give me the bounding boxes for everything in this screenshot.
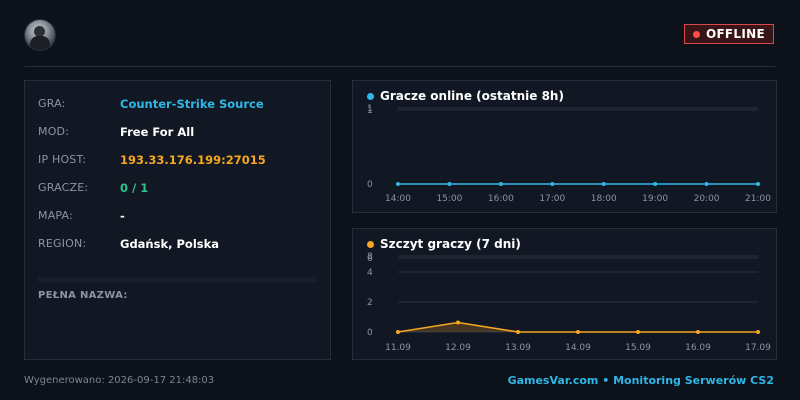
data-point: [516, 330, 520, 334]
avatar-head: [34, 26, 45, 37]
x-tick-label: 13.09: [505, 343, 531, 353]
players-online-chart-title-row: Gracze online (ostatnie 8h): [367, 89, 564, 103]
data-point: [636, 330, 640, 334]
info-row-players: GRACZE: 0 / 1: [38, 181, 320, 197]
status-dot-icon: [692, 30, 700, 38]
data-point: [396, 330, 400, 334]
data-point: [498, 182, 503, 186]
y-tick-label: 6: [367, 254, 373, 264]
full-name-label: PEŁNA NAZWA:: [38, 290, 128, 301]
status-badge: OFFLINE: [683, 24, 774, 44]
players-value: 0 / 1: [120, 181, 149, 195]
x-tick-label: 18:00: [591, 194, 617, 204]
mod-value: Free For All: [120, 125, 195, 139]
series-dot-icon: [367, 92, 374, 100]
x-tick-label: 16.09: [685, 343, 711, 353]
x-tick-label: 15:00: [436, 194, 462, 204]
series-dot-icon: [367, 240, 374, 248]
mod-label: MOD:: [38, 125, 70, 138]
x-tick-label: 14:00: [385, 194, 411, 204]
players-label: GRACZE:: [38, 181, 89, 194]
peak-players-chart-title-row: Szczyt graczy (7 dni): [367, 237, 521, 251]
data-point: [456, 320, 460, 325]
peak-players-chart-title: Szczyt graczy (7 dni): [380, 237, 521, 251]
data-point: [550, 182, 555, 186]
data-point: [756, 182, 760, 186]
x-tick-label: 19:00: [642, 194, 668, 204]
data-point: [601, 182, 606, 186]
y-tick-label: 1: [367, 104, 373, 114]
data-point: [447, 182, 452, 186]
status-label: OFFLINE: [705, 27, 765, 41]
data-point: [576, 330, 580, 334]
data-point: [704, 182, 709, 186]
x-tick-label: 21:00: [745, 194, 771, 204]
peak-players-chart-panel: 8 6 4 2 0 11.09 12.09 13.09 14.09 15.09 16.09 17.09…: [352, 228, 777, 360]
ip-label: IP HOST:: [38, 153, 87, 166]
generated-timestamp: Wygenerowano: 2026-09-17 21:48:03: [24, 375, 215, 386]
brand-link[interactable]: GamesVar.com • Monitoring Serwerów CS2: [507, 374, 774, 387]
info-row-region: REGION: Gdańsk, Polska: [38, 237, 320, 253]
info-row-mod: MOD: Free For All: [38, 125, 320, 141]
data-point: [756, 330, 760, 334]
y-tick-label: 8: [367, 252, 373, 262]
y-tick-label: 4: [367, 268, 373, 278]
x-tick-label: 17.09: [745, 343, 771, 353]
header-divider: [25, 66, 775, 67]
ip-value[interactable]: 193.33.176.199:27015: [120, 153, 266, 167]
series-area: [398, 322, 758, 332]
region-value: Gdańsk, Polska: [120, 237, 220, 251]
game-value: Counter-Strike Source: [120, 97, 264, 111]
players-online-chart-title: Gracze online (ostatnie 8h): [380, 89, 564, 103]
info-row-ip: IP HOST: 193.33.176.199:27015: [38, 153, 320, 169]
map-label: MAPA:: [38, 209, 73, 222]
x-tick-label: 20:00: [694, 194, 720, 204]
y-tick-label: 0: [367, 180, 373, 190]
y-tick-label: 2: [367, 298, 373, 308]
x-tick-label: 14.09: [565, 343, 591, 353]
x-tick-label: 17:00: [539, 194, 565, 204]
x-tick-label: 12.09: [445, 343, 471, 353]
player-avatar: [25, 20, 55, 50]
region-label: REGION:: [38, 237, 87, 250]
y-tick-label: 1: [367, 106, 373, 116]
info-row-map: MAPA: -: [38, 209, 320, 225]
data-point: [653, 182, 658, 186]
peak-players-chart: 86 4 2 0 11.09 12.09 13.09 14.09 15.09 16.09 17.09: [367, 252, 771, 353]
game-label: GRA:: [38, 97, 66, 110]
x-tick-label: 11.09: [385, 343, 411, 353]
x-tick-label: 15.09: [625, 343, 651, 353]
x-tick-label: 16:00: [488, 194, 514, 204]
data-point: [696, 330, 700, 334]
avatar-body: [30, 36, 50, 50]
data-point: [396, 182, 400, 186]
players-online-chart-panel: 1 1 0 14:00 15:00 16:00 17:00 18:00 19:00 20:00 21…: [352, 80, 777, 213]
info-separator: [38, 277, 317, 282]
info-row-game: GRA: Counter-Strike Source: [38, 97, 320, 113]
server-info-panel: GRA: Counter-Strike Source MOD: Free For…: [24, 80, 331, 360]
y-tick-label: 0: [367, 328, 373, 338]
map-value: -: [120, 209, 125, 223]
